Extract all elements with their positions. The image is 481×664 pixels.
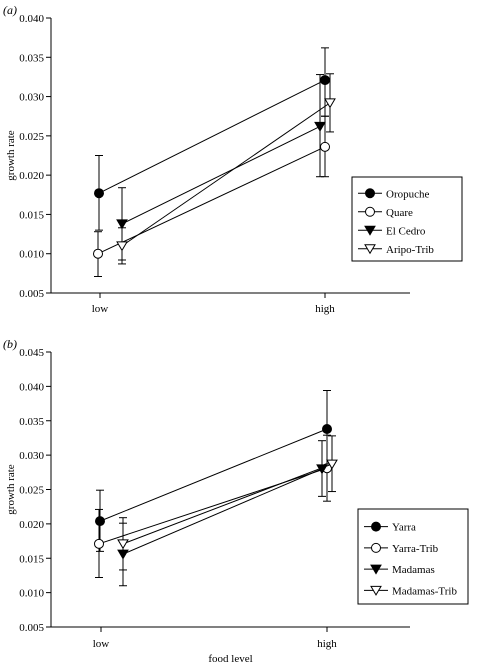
- chart-panel-b: (b) 0.005 0.010 0.015 0.020 0.025 0.030 0.035 0.…: [3, 337, 469, 664]
- legend-marker: [370, 585, 382, 596]
- legend: Oropuche Quare El Cedro Aripo-Trib: [351, 176, 463, 262]
- y-tick-label: 0.015: [19, 209, 44, 221]
- data-point: [117, 539, 129, 550]
- x-tick-label: high: [315, 303, 335, 315]
- y-tick-label: 0.025: [19, 485, 44, 497]
- data-point: [116, 219, 128, 230]
- data-point: [326, 459, 338, 470]
- y-tick-label: 0.015: [19, 553, 44, 565]
- legend-marker: [371, 542, 381, 553]
- data-point: [322, 424, 332, 434]
- series-line: [122, 468, 323, 555]
- legend-label: El Cedro: [386, 225, 426, 237]
- series-el-cedro: [116, 74, 326, 261]
- y-tick-label: 0.020: [19, 519, 44, 531]
- legend-label: Madamas-Trib: [392, 585, 457, 597]
- legend-label: Madamas: [392, 564, 435, 576]
- y-tick-label: 0.035: [19, 52, 44, 64]
- y-tick-label: 0.010: [19, 588, 44, 600]
- series-quare: [93, 115, 330, 277]
- chart-panel-a: (a) 0.005 0.010 0.015 0.020 0.025 0.030 0.035 0.…: [3, 3, 463, 315]
- x-tick-label: low: [92, 303, 109, 315]
- y-tick-label: 0.020: [19, 170, 44, 182]
- series-line: [98, 79, 326, 194]
- legend-marker: [371, 521, 381, 532]
- x-tick-label: low: [93, 638, 110, 650]
- panel-label: (b): [3, 337, 17, 351]
- panel-label: (a): [3, 3, 17, 17]
- legend-label: Oropuche: [386, 188, 429, 200]
- legend-marker: [364, 244, 376, 255]
- y-tick-label: 0.030: [19, 450, 44, 462]
- legend: Yarra Yarra-Trib Madamas Madamas-Trib: [357, 508, 469, 605]
- legend-label: Quare: [386, 207, 413, 219]
- series-madamas: [117, 440, 328, 587]
- legend-marker: [365, 206, 375, 217]
- legend-label: Aripo-Trib: [386, 244, 434, 256]
- x-tick-label: high: [317, 638, 337, 650]
- data-point: [94, 188, 104, 199]
- data-point: [320, 75, 330, 86]
- data-point: [324, 98, 336, 109]
- series-yarra-trib: [94, 434, 332, 578]
- y-axis-label: growth rate: [5, 130, 17, 181]
- legend-marker: [364, 225, 376, 236]
- series-line: [99, 428, 328, 522]
- legend-label: Yarra: [392, 522, 416, 534]
- data-point: [94, 538, 104, 549]
- series-yarra: [95, 390, 332, 552]
- data-point: [116, 241, 128, 252]
- legend-label: Yarra-Trib: [392, 543, 439, 555]
- data-point: [320, 141, 330, 152]
- legend-marker: [370, 564, 382, 575]
- x-axis-label: food level: [208, 653, 252, 664]
- series-line: [97, 146, 326, 255]
- series-line: [121, 102, 331, 247]
- y-axis-label: growth rate: [5, 464, 17, 515]
- y-tick-label: 0.040: [19, 13, 44, 25]
- data-point: [314, 121, 326, 132]
- series-madamas-trib: [117, 435, 338, 571]
- y-tick-label: 0.025: [19, 131, 44, 143]
- data-point: [95, 516, 105, 527]
- legend-marker: [365, 188, 375, 199]
- y-tick-label: 0.005: [19, 622, 44, 634]
- data-point: [93, 248, 103, 259]
- series-aripo-trib: [116, 73, 336, 265]
- y-tick-label: 0.040: [19, 381, 44, 393]
- series-line: [122, 463, 333, 545]
- y-tick-label: 0.045: [19, 347, 44, 359]
- series-oropuche: [94, 47, 330, 231]
- y-tick-label: 0.005: [19, 288, 44, 300]
- series-line: [121, 125, 321, 225]
- y-tick-label: 0.010: [19, 249, 44, 261]
- y-tick-label: 0.035: [19, 416, 44, 428]
- y-tick-label: 0.030: [19, 92, 44, 104]
